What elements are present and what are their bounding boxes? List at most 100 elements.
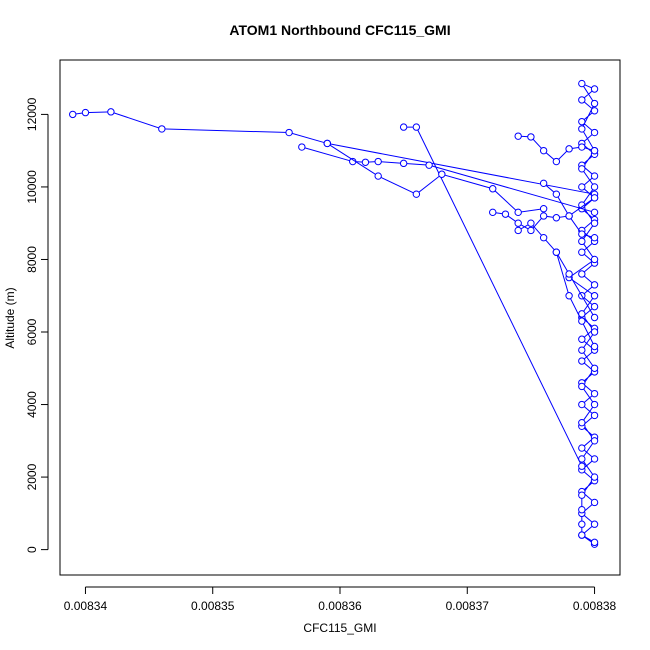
data-point bbox=[578, 270, 586, 278]
data-point bbox=[539, 179, 548, 188]
data-point bbox=[527, 226, 535, 235]
data-point bbox=[590, 172, 599, 180]
data-point bbox=[285, 128, 293, 137]
x-axis: 0.00834 0.00835 0.00836 0.00837 0.00838 bbox=[64, 586, 617, 613]
data-point bbox=[590, 208, 599, 217]
data-point bbox=[514, 208, 522, 217]
data-point bbox=[565, 212, 573, 220]
data-point bbox=[158, 125, 166, 133]
data-point bbox=[514, 219, 522, 227]
data-point bbox=[565, 270, 573, 278]
x-tick-label: 0.00837 bbox=[446, 599, 490, 613]
data-point bbox=[81, 108, 90, 117]
data-point bbox=[425, 161, 433, 169]
data-point bbox=[374, 172, 382, 180]
data-point bbox=[590, 364, 599, 372]
data-point bbox=[565, 292, 573, 300]
data-point bbox=[590, 473, 599, 481]
data-point bbox=[412, 190, 421, 198]
data-point bbox=[590, 520, 599, 528]
series-line bbox=[555, 252, 595, 347]
x-tick-label: 0.00834 bbox=[64, 599, 108, 613]
data-point bbox=[578, 400, 586, 409]
data-point bbox=[590, 234, 599, 242]
data-point bbox=[578, 248, 586, 256]
y-axis: 0 2000 4000 6000 8000 10000 12000 bbox=[25, 97, 49, 553]
data-point bbox=[578, 125, 586, 133]
data-point bbox=[298, 143, 306, 151]
data-point bbox=[578, 230, 586, 238]
y-tick-label: 0 bbox=[25, 546, 39, 553]
data-point bbox=[578, 491, 586, 499]
data-point bbox=[578, 237, 586, 246]
y-tick-label: 12000 bbox=[25, 97, 39, 131]
data-point bbox=[590, 411, 599, 420]
data-point bbox=[527, 219, 535, 227]
data-point bbox=[489, 185, 497, 193]
data-point bbox=[578, 506, 586, 514]
data-point bbox=[578, 117, 586, 126]
data-point bbox=[578, 183, 586, 191]
data-point bbox=[514, 132, 522, 140]
data-point bbox=[323, 139, 331, 148]
data-point bbox=[361, 158, 370, 166]
y-tick-label: 4000 bbox=[25, 391, 39, 418]
data-point bbox=[590, 128, 599, 137]
data-point bbox=[590, 313, 599, 322]
data-point bbox=[590, 219, 599, 227]
data-point bbox=[489, 208, 497, 217]
series-line bbox=[72, 111, 595, 195]
data-point bbox=[539, 146, 548, 155]
y-tick-label: 2000 bbox=[25, 463, 39, 490]
data-point bbox=[578, 462, 586, 470]
x-tick-label: 0.00838 bbox=[573, 599, 617, 613]
y-tick-label: 6000 bbox=[25, 318, 39, 345]
data-point bbox=[69, 110, 77, 119]
data-point bbox=[399, 123, 408, 131]
series-line bbox=[568, 82, 596, 545]
data-point bbox=[590, 538, 599, 547]
data-point bbox=[578, 444, 586, 452]
y-tick-label: 8000 bbox=[25, 246, 39, 273]
data-point bbox=[578, 382, 586, 391]
data-point bbox=[590, 194, 599, 202]
data-point bbox=[578, 317, 586, 325]
data-point bbox=[527, 133, 535, 141]
data-point bbox=[590, 498, 599, 507]
data-point bbox=[578, 79, 586, 88]
x-axis-label: CFC115_GMI bbox=[303, 621, 376, 635]
data-point bbox=[578, 143, 586, 151]
data-point bbox=[590, 99, 599, 108]
data-point bbox=[578, 346, 586, 354]
data-point bbox=[539, 212, 548, 220]
data-point bbox=[107, 108, 115, 116]
data-point bbox=[578, 165, 586, 173]
data-point bbox=[590, 437, 599, 445]
x-tick-label: 0.00835 bbox=[191, 599, 235, 613]
y-axis-label: Altitude (m) bbox=[3, 287, 17, 348]
data-point bbox=[552, 157, 561, 166]
data-point bbox=[501, 210, 510, 218]
data-point bbox=[578, 531, 586, 539]
data-point bbox=[590, 255, 599, 264]
data-point bbox=[374, 157, 382, 166]
data-point bbox=[438, 170, 446, 178]
data-point bbox=[590, 146, 599, 155]
x-tick-label: 0.00836 bbox=[318, 599, 362, 613]
data-point bbox=[412, 123, 421, 131]
data-point bbox=[590, 292, 599, 300]
series-line bbox=[403, 126, 583, 467]
data-point bbox=[590, 281, 599, 289]
data-point bbox=[578, 357, 586, 365]
plot-area bbox=[69, 79, 599, 548]
data-point bbox=[552, 248, 561, 256]
y-tick-label: 10000 bbox=[25, 170, 39, 204]
data-point bbox=[552, 190, 561, 198]
data-point bbox=[590, 85, 599, 93]
data-point bbox=[590, 455, 599, 463]
data-point bbox=[539, 205, 548, 213]
data-point bbox=[590, 328, 599, 336]
data-point bbox=[578, 520, 586, 528]
data-point bbox=[514, 226, 522, 235]
